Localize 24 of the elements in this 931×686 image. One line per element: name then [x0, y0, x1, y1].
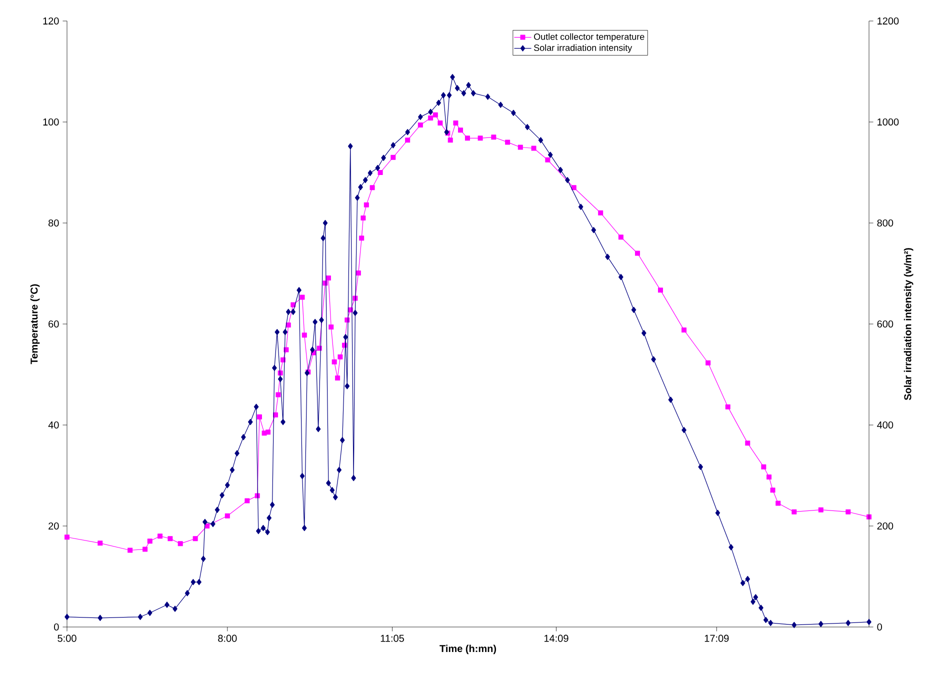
x-tick-label: 5:00 — [58, 634, 76, 642]
y-tick-label: 120 — [43, 17, 59, 25]
x-tick-label: 11:05 — [380, 634, 404, 642]
y-tick-label: 80 — [48, 219, 59, 227]
y-tick-label: 40 — [48, 421, 59, 429]
legend-label: Solar irradiation intensity — [534, 44, 632, 53]
y2-tick-label: 600 — [877, 320, 894, 328]
y-tick-label: 100 — [43, 118, 59, 126]
x-tick-label: 14:09 — [544, 634, 568, 642]
y2-tick-label: 1000 — [878, 118, 899, 126]
y2-tick-label: 0 — [877, 623, 882, 631]
x-tick-label: 8:00 — [218, 634, 237, 642]
y-tick-label: 0 — [54, 623, 59, 631]
y2-axis-title: Solar irradiation intensity (w/m²) — [904, 248, 914, 400]
y2-tick-label: 800 — [877, 219, 894, 227]
y2-tick-label: 200 — [877, 522, 894, 530]
y-tick-label: 20 — [48, 522, 59, 530]
y-axis-title: Temperature (°C) — [30, 284, 40, 364]
x-tick-label: 17:09 — [704, 634, 729, 642]
legend-label: Outlet collector temperature — [534, 33, 644, 42]
y2-tick-label: 400 — [877, 421, 894, 429]
y2-tick-label: 1200 — [878, 17, 899, 25]
x-axis-title: Time (h:mn) — [440, 644, 496, 654]
y-tick-label: 60 — [48, 320, 59, 328]
